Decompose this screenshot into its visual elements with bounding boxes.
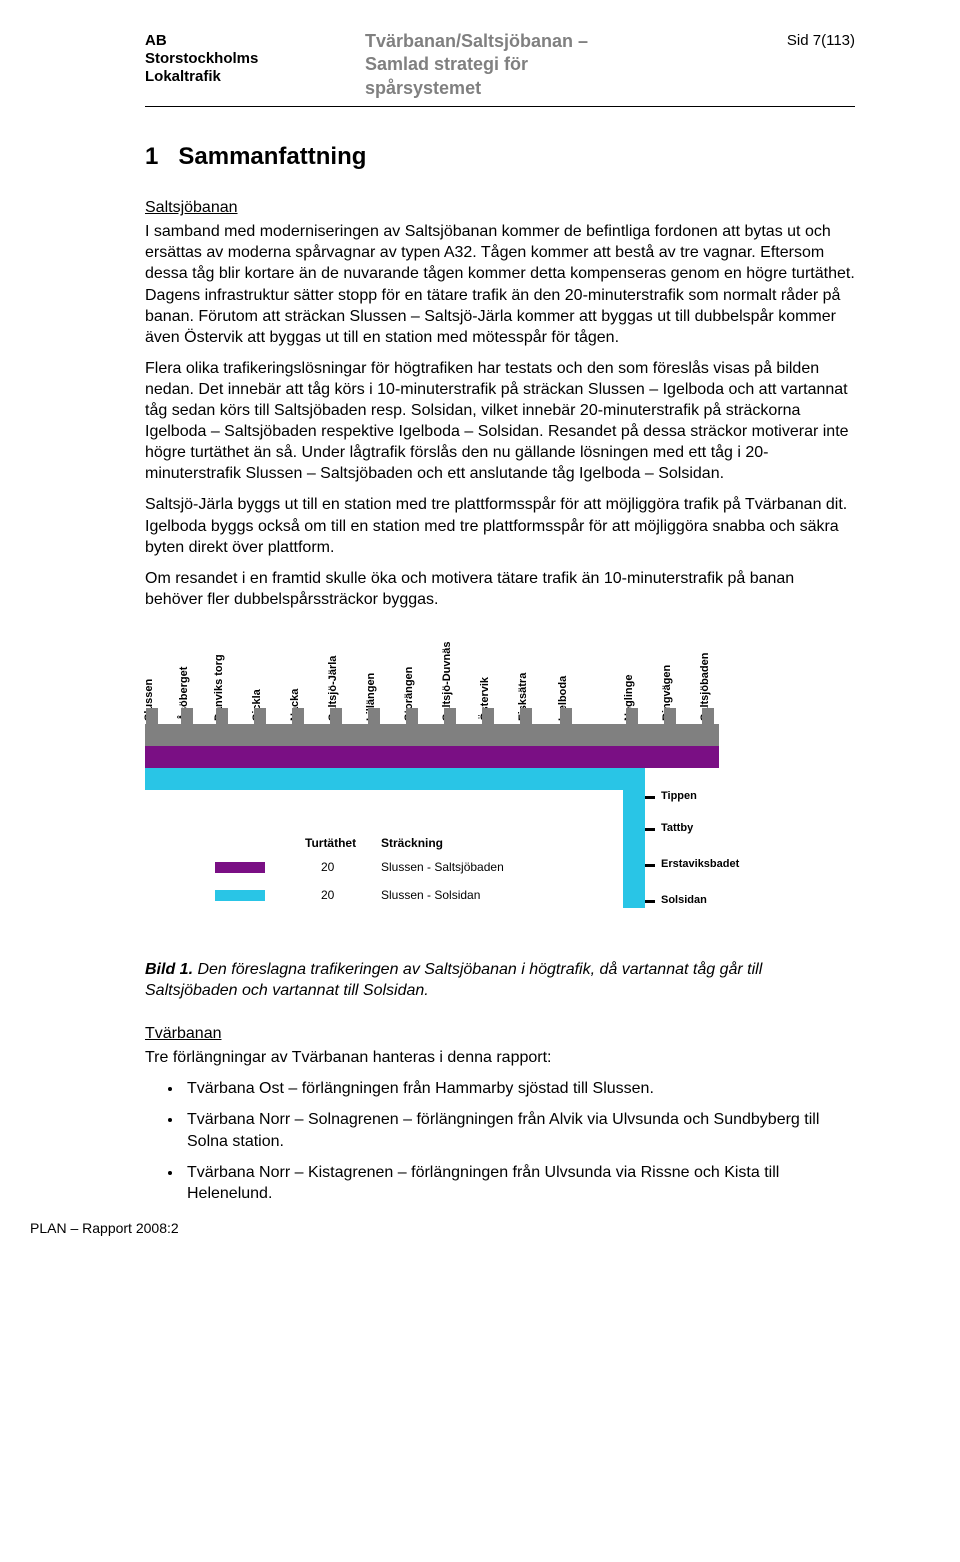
legend-header-turtathet: Turtäthet	[305, 836, 356, 850]
route-cyan-vertical	[623, 768, 645, 908]
tvarbanan-intro: Tre förlängningar av Tvärbanan hanteras …	[145, 1047, 855, 1068]
station-marker	[560, 708, 572, 724]
station-marker	[292, 708, 304, 724]
figure: SlussenÅsöbergetDanviks torgSicklaNackaS…	[145, 624, 855, 949]
branch-station-label: Tippen	[661, 790, 697, 802]
section-heading: 1 Sammanfattning	[145, 143, 855, 171]
doc-title-line-3: spårsystemet	[365, 77, 755, 100]
station-marker	[406, 708, 418, 724]
legend-swatch	[215, 862, 265, 873]
station-marker	[664, 708, 676, 724]
branch-tick	[645, 900, 655, 903]
footer: PLAN – Rapport 2008:2	[30, 1220, 179, 1236]
page: AB Storstockholms Lokaltrafik Tvärbanan/…	[0, 0, 960, 1244]
subhead-tvarbanan: Tvärbanan	[145, 1025, 855, 1043]
org-line-3: Lokaltrafik	[145, 68, 365, 86]
para-2: Flera olika trafikeringslösningar för hö…	[145, 358, 855, 485]
bullet-2: Tvärbana Norr – Solnagrenen – förlängnin…	[183, 1109, 855, 1151]
doc-title-line-1: Tvärbanan/Saltsjöbanan –	[365, 30, 755, 53]
bullet-3: Tvärbana Norr – Kistagrenen – förlängnin…	[183, 1162, 855, 1204]
org-block: AB Storstockholms Lokaltrafik	[145, 30, 365, 100]
heading-number: 1	[145, 143, 158, 170]
org-line-1: AB	[145, 32, 365, 50]
station-marker	[146, 708, 158, 724]
para-3: Saltsjö-Järla byggs ut till en station m…	[145, 494, 855, 557]
branch-station-label: Erstaviksbadet	[661, 858, 739, 870]
doc-title: Tvärbanan/Saltsjöbanan – Samlad strategi…	[365, 30, 755, 100]
doc-title-line-2: Samlad strategi för	[365, 53, 755, 76]
figure-caption: Bild 1. Den föreslagna trafikeringen av …	[145, 959, 855, 1001]
station-marker	[216, 708, 228, 724]
caption-text: Den föreslagna trafikeringen av Saltsjöb…	[145, 961, 762, 999]
legend-strackning-value: Slussen - Saltsjöbaden	[381, 860, 504, 874]
legend-header-strackning: Sträckning	[381, 836, 443, 850]
track-band	[145, 724, 719, 746]
bullet-list: Tvärbana Ost – förlängningen från Hammar…	[145, 1078, 855, 1204]
para-4: Om resandet i en framtid skulle öka och …	[145, 568, 855, 610]
station-marker	[254, 708, 266, 724]
page-number: Sid 7(113)	[755, 30, 855, 100]
legend-strackning-value: Slussen - Solsidan	[381, 888, 480, 902]
branch-tick	[645, 864, 655, 867]
branch-station-label: Solsidan	[661, 894, 707, 906]
station-marker	[520, 708, 532, 724]
legend-swatch	[215, 890, 265, 901]
para-1: I samband med moderniseringen av Saltsjö…	[145, 221, 855, 348]
legend-turtathet-value: 20	[321, 860, 334, 874]
station-marker	[181, 708, 193, 724]
route-diagram: SlussenÅsöbergetDanviks torgSicklaNackaS…	[145, 624, 855, 949]
heading-title: Sammanfattning	[178, 143, 366, 170]
station-marker	[626, 708, 638, 724]
legend-turtathet-value: 20	[321, 888, 334, 902]
bullet-1: Tvärbana Ost – förlängningen från Hammar…	[183, 1078, 855, 1099]
subhead-saltsjobanan: Saltsjöbanan	[145, 199, 855, 217]
station-marker	[444, 708, 456, 724]
caption-label: Bild 1.	[145, 961, 193, 978]
station-marker	[330, 708, 342, 724]
station-marker	[368, 708, 380, 724]
org-line-2: Storstockholms	[145, 50, 365, 68]
station-marker	[702, 708, 714, 724]
branch-tick	[645, 796, 655, 799]
station-marker	[482, 708, 494, 724]
page-header: AB Storstockholms Lokaltrafik Tvärbanan/…	[145, 30, 855, 107]
route-purple	[145, 746, 719, 768]
branch-tick	[645, 828, 655, 831]
route-cyan-horizontal	[145, 768, 645, 790]
branch-station-label: Tattby	[661, 822, 693, 834]
